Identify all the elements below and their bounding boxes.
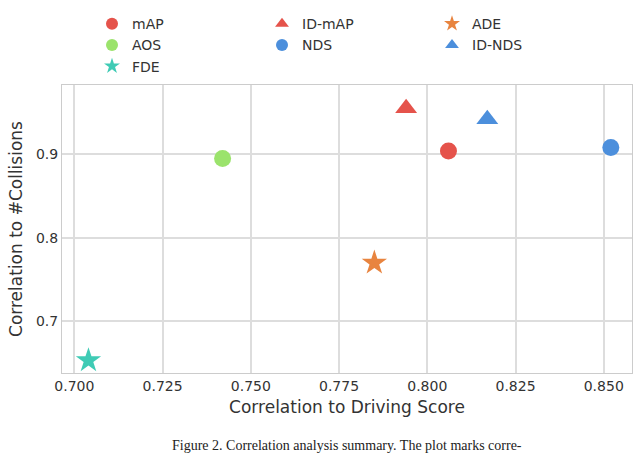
svg-text:ADE: ADE bbox=[472, 16, 501, 32]
svg-text:0.725: 0.725 bbox=[143, 378, 183, 394]
svg-text:0.750: 0.750 bbox=[231, 378, 271, 394]
svg-text:0.825: 0.825 bbox=[495, 378, 535, 394]
svg-text:0.700: 0.700 bbox=[54, 378, 94, 394]
svg-text:0.9: 0.9 bbox=[36, 146, 58, 162]
svg-text:Figure 2. Correlation analysis: Figure 2. Correlation analysis summary. … bbox=[172, 438, 522, 453]
svg-text:NDS: NDS bbox=[302, 37, 332, 53]
svg-text:ID-mAP: ID-mAP bbox=[302, 16, 354, 32]
svg-text:FDE: FDE bbox=[132, 59, 160, 75]
svg-text:ID-NDS: ID-NDS bbox=[472, 37, 522, 53]
svg-text:Correlation to Driving Score: Correlation to Driving Score bbox=[229, 397, 465, 417]
svg-text:mAP: mAP bbox=[132, 16, 164, 32]
svg-text:0.7: 0.7 bbox=[36, 313, 58, 329]
svg-text:0.8: 0.8 bbox=[36, 230, 58, 246]
svg-text:0.800: 0.800 bbox=[407, 378, 447, 394]
svg-text:AOS: AOS bbox=[132, 37, 161, 53]
svg-text:0.775: 0.775 bbox=[319, 378, 359, 394]
svg-text:0.850: 0.850 bbox=[584, 378, 624, 394]
svg-text:Correlation to #Collisions: Correlation to #Collisions bbox=[6, 121, 26, 337]
